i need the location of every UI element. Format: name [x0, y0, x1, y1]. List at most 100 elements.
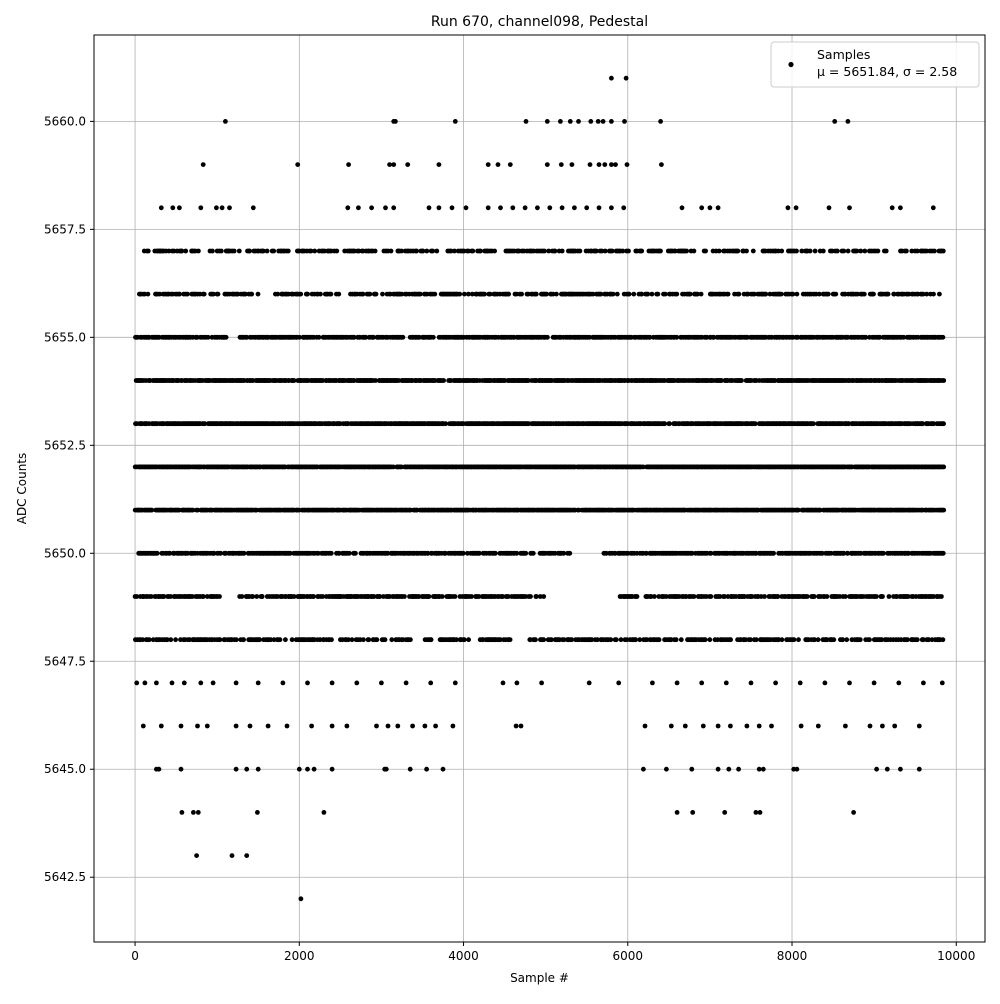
data-point [534, 292, 539, 297]
data-point [941, 508, 946, 513]
data-point [650, 292, 655, 297]
data-point [633, 637, 638, 642]
data-point [242, 551, 247, 556]
data-point [762, 594, 767, 599]
data-point [401, 335, 406, 340]
data-point [941, 421, 946, 426]
data-point [627, 292, 632, 297]
data-point [173, 637, 178, 642]
data-point [692, 594, 697, 599]
data-point [688, 292, 693, 297]
data-point [260, 594, 265, 599]
data-point [880, 594, 885, 599]
data-point [615, 292, 620, 297]
data-point [482, 292, 487, 297]
data-point [941, 335, 946, 340]
data-point [645, 292, 650, 297]
data-point [317, 335, 322, 340]
data-point [656, 292, 661, 297]
data-point [336, 292, 341, 297]
data-points [133, 76, 946, 901]
data-point [812, 594, 817, 599]
data-point [427, 594, 432, 599]
data-point [462, 637, 467, 642]
data-point [418, 292, 423, 297]
data-point [608, 637, 613, 642]
data-point [874, 594, 879, 599]
data-point [461, 551, 466, 556]
data-point [554, 292, 559, 297]
data-point [146, 292, 151, 297]
data-point [663, 292, 668, 297]
data-point [432, 292, 437, 297]
data-point [224, 335, 229, 340]
data-point [662, 421, 667, 426]
data-point [796, 637, 801, 642]
data-point [298, 292, 303, 297]
data-point [825, 594, 830, 599]
data-point [545, 335, 550, 340]
data-point [249, 292, 254, 297]
data-point [708, 594, 713, 599]
data-point [329, 551, 334, 556]
data-point [329, 292, 334, 297]
data-point [531, 551, 536, 556]
data-point [240, 594, 245, 599]
data-point [614, 637, 619, 642]
data-point [771, 551, 776, 556]
data-point [652, 594, 657, 599]
data-point [375, 637, 380, 642]
data-point [631, 292, 636, 297]
data-point [155, 551, 160, 556]
data-point [168, 637, 173, 642]
data-point [254, 594, 259, 599]
data-point [241, 637, 246, 642]
data-point [508, 637, 513, 642]
data-point [311, 594, 316, 599]
data-point [177, 292, 182, 297]
data-point [453, 594, 458, 599]
data-point [368, 292, 373, 297]
data-point [519, 292, 524, 297]
data-point [366, 637, 371, 642]
data-point [635, 594, 640, 599]
data-point [858, 637, 863, 642]
data-point [469, 594, 474, 599]
data-point [867, 637, 872, 642]
data-point [674, 292, 679, 297]
data-point [843, 594, 848, 599]
data-point [887, 594, 892, 599]
data-point [278, 637, 283, 642]
data-point [667, 421, 672, 426]
data-point [699, 292, 704, 297]
data-point [402, 594, 407, 599]
data-point [739, 378, 744, 383]
data-point [234, 637, 239, 642]
data-point [457, 292, 462, 297]
data-point [347, 551, 352, 556]
data-point [305, 292, 310, 297]
data-point [541, 637, 546, 642]
data-point [383, 637, 388, 642]
data-point [361, 292, 366, 297]
data-point [775, 594, 780, 599]
data-point [533, 637, 538, 642]
data-point [441, 378, 446, 383]
data-point [318, 292, 323, 297]
data-point [726, 292, 731, 297]
data-point [657, 637, 662, 642]
data-point [844, 637, 849, 642]
data-point [329, 637, 334, 642]
grid [94, 35, 985, 942]
data-point [506, 292, 511, 297]
data-point [780, 637, 785, 642]
data-point [429, 637, 434, 642]
data-point [707, 637, 712, 642]
data-point [915, 637, 920, 642]
data-point [440, 594, 445, 599]
data-point [290, 637, 295, 642]
data-point [567, 551, 572, 556]
data-point [350, 637, 355, 642]
